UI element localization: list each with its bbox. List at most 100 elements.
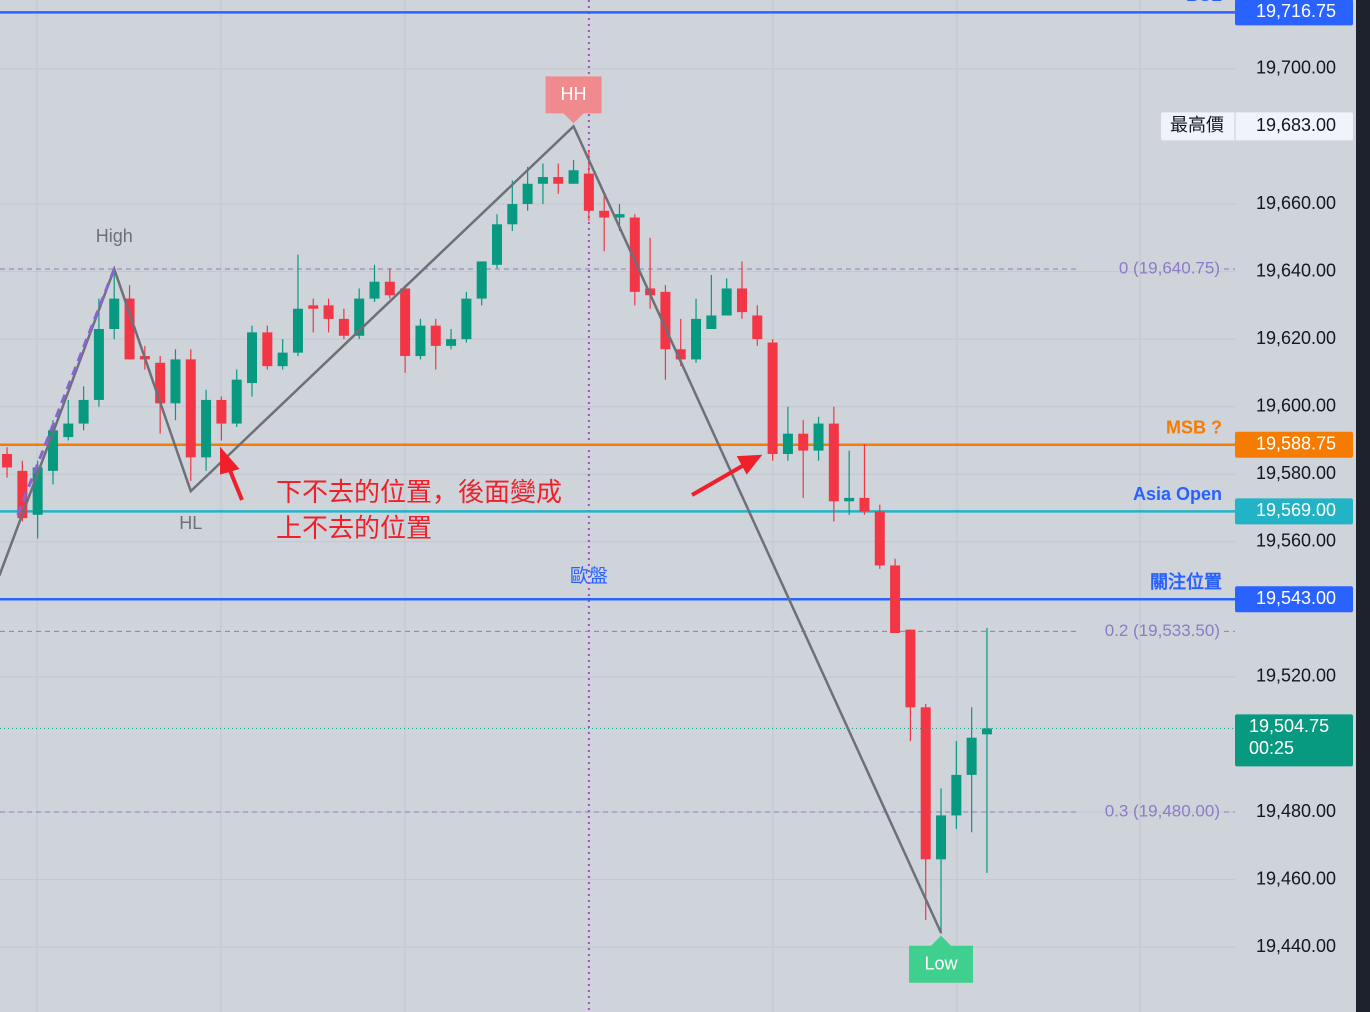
candle-body — [936, 815, 947, 860]
candle-body — [675, 349, 686, 360]
level-badge-label: 19,543.00 — [1256, 588, 1336, 608]
pivot-label: HL — [179, 513, 202, 533]
candle-body — [507, 204, 518, 225]
candle-body — [874, 511, 885, 566]
y-tick-label: 19,520.00 — [1256, 666, 1336, 686]
candle-body — [492, 224, 503, 265]
level-badge — [1235, 431, 1353, 458]
candle-body — [461, 298, 472, 340]
candle-body — [185, 359, 196, 458]
candle-body — [369, 281, 380, 299]
scrollbar — [1356, 0, 1370, 1012]
candle-body — [78, 399, 89, 424]
candle-body — [828, 423, 839, 502]
arrow-head — [736, 454, 763, 475]
y-tick-label: 19,620.00 — [1256, 328, 1336, 348]
candle-body — [63, 423, 74, 438]
candle-body — [262, 332, 273, 367]
candle-body — [400, 288, 411, 357]
candle-body — [323, 305, 334, 319]
candle-body — [247, 332, 258, 384]
candle-body — [17, 470, 28, 519]
level-badge — [1235, 0, 1353, 26]
annotation-text: 上不去的位置 — [276, 513, 432, 543]
candle-body — [920, 707, 931, 860]
level-badge-label: 19,569.00 — [1256, 500, 1336, 520]
pivot-badge — [545, 76, 602, 124]
candle-body — [537, 176, 548, 184]
high-badge-name: 最高價 — [1170, 115, 1224, 135]
candle-body — [767, 342, 778, 454]
candle-body — [109, 298, 120, 330]
y-tick-label: 19,480.00 — [1256, 801, 1336, 821]
current-price-label: 19,504.75 — [1249, 716, 1329, 736]
candle-body — [691, 318, 702, 360]
candle-body — [155, 362, 166, 404]
pivot-badge — [909, 935, 974, 983]
level-name: BSL — [1186, 0, 1222, 5]
candle-body — [201, 399, 212, 458]
candle-body — [798, 433, 809, 451]
candle-body — [216, 399, 227, 424]
candle-body — [660, 291, 671, 350]
y-tick-label: 19,580.00 — [1256, 463, 1336, 483]
pivot-label: Low — [925, 954, 959, 974]
fib-label: 0 (19,640.75) — [1119, 259, 1220, 278]
candle-body — [706, 315, 717, 330]
y-tick-label: 19,440.00 — [1256, 936, 1336, 956]
candle-body — [844, 497, 855, 502]
candle-body — [476, 261, 487, 299]
candle-body — [124, 298, 135, 360]
y-tick-label: 19,560.00 — [1256, 531, 1336, 551]
candle-body — [93, 329, 104, 400]
current-price-badge — [1235, 714, 1353, 767]
level-badge — [1235, 586, 1353, 613]
y-tick-label: 19,700.00 — [1256, 58, 1336, 78]
level-badge — [1235, 498, 1353, 525]
candle-body — [583, 173, 594, 211]
fib-label: 0.2 (19,533.50) — [1105, 621, 1220, 640]
candle-body — [2, 453, 13, 468]
candle-body — [384, 281, 395, 296]
candle-body — [170, 359, 181, 404]
y-tick-label: 19,640.00 — [1256, 260, 1336, 280]
candle-body — [721, 288, 732, 316]
level-name: Asia Open — [1133, 484, 1222, 504]
candle-body — [308, 305, 319, 309]
arrow — [691, 463, 745, 497]
candle-body — [415, 325, 426, 357]
candle-body — [951, 774, 962, 816]
candle-body — [277, 352, 288, 367]
candle-body — [629, 217, 640, 292]
candle-body — [338, 318, 349, 336]
candle-body — [354, 298, 365, 336]
candle-body — [782, 433, 793, 454]
candle-body — [446, 339, 457, 346]
session-label: 歐盤 — [570, 565, 608, 587]
candle-body — [292, 308, 303, 353]
candle-body — [568, 170, 579, 184]
candle-body — [599, 210, 610, 218]
candle-body — [966, 737, 977, 775]
zigzag-line — [0, 124, 943, 934]
fib-label: 0.3 (19,480.00) — [1105, 802, 1220, 821]
vertical-grid — [36, 0, 1141, 1012]
level-badge-label: 19,588.75 — [1256, 433, 1336, 453]
countdown-label: 00:25 — [1249, 738, 1294, 758]
candle-body — [231, 379, 242, 424]
level-name: MSB ? — [1166, 417, 1222, 437]
annotation-arrows — [220, 446, 763, 501]
annotation-text: 下不去的位置，後面變成 — [276, 477, 562, 507]
candle-body — [553, 176, 564, 184]
high-badge — [1161, 112, 1353, 141]
candle-body — [614, 214, 625, 218]
candle-body — [981, 728, 992, 735]
candle-body — [522, 183, 533, 205]
candle-body — [430, 325, 441, 346]
candle-body — [736, 288, 747, 313]
y-tick-label: 19,600.00 — [1256, 395, 1336, 415]
pivot-label: High — [96, 226, 133, 246]
